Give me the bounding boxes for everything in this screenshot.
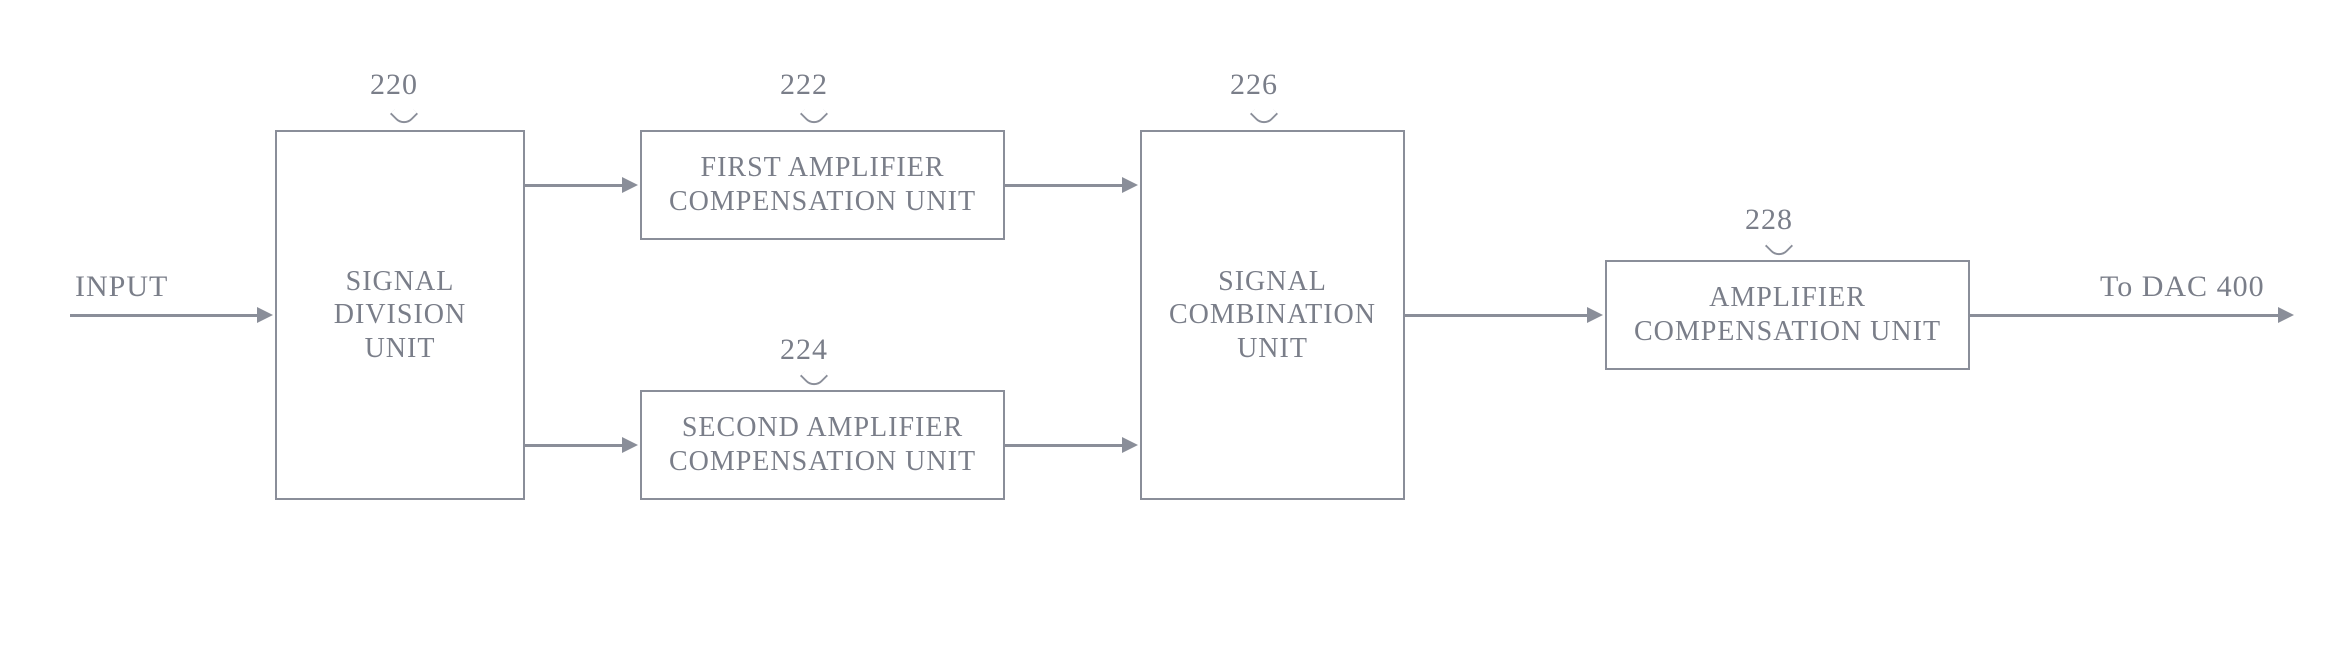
- block-text-line: UNIT: [1237, 332, 1308, 366]
- arrow-head: [2278, 307, 2294, 323]
- block-text-line: AMPLIFIER: [1709, 281, 1866, 315]
- amp-comp-block: AMPLIFIER COMPENSATION UNIT: [1605, 260, 1970, 370]
- block-text-line: FIRST AMPLIFIER: [701, 151, 945, 185]
- block-text-line: COMBINATION: [1169, 298, 1376, 332]
- signal-division-block: SIGNAL DIVISION UNIT: [275, 130, 525, 500]
- arrow-head: [622, 437, 638, 453]
- ref-224: 224: [780, 333, 828, 367]
- block-text-line: COMPENSATION UNIT: [1634, 315, 1941, 349]
- ref-220: 220: [370, 68, 418, 102]
- block-text-line: SECOND AMPLIFIER: [682, 411, 963, 445]
- block-text-line: SIGNAL: [1218, 265, 1327, 299]
- block-text-line: COMPENSATION UNIT: [669, 445, 976, 479]
- first-amp-block: FIRST AMPLIFIER COMPENSATION UNIT: [640, 130, 1005, 240]
- arrow-head: [622, 177, 638, 193]
- block-text-line: SIGNAL: [346, 265, 455, 299]
- output-label: To DAC 400: [2100, 270, 2265, 304]
- arrow-second-comb: [1005, 444, 1124, 447]
- ref-226: 226: [1230, 68, 1278, 102]
- ref-228: 228: [1745, 203, 1793, 237]
- arrow-division-first: [525, 184, 624, 187]
- arrow-head: [1122, 437, 1138, 453]
- ref-tick: [800, 100, 828, 128]
- block-text-line: DIVISION: [334, 298, 466, 332]
- signal-combination-block: SIGNAL COMBINATION UNIT: [1140, 130, 1405, 500]
- arrow-first-comb: [1005, 184, 1124, 187]
- arrow-head: [1122, 177, 1138, 193]
- ref-222: 222: [780, 68, 828, 102]
- block-text-line: COMPENSATION UNIT: [669, 185, 976, 219]
- arrow-comb-amp: [1405, 314, 1589, 317]
- arrow-input-division: [70, 314, 259, 317]
- second-amp-block: SECOND AMPLIFIER COMPENSATION UNIT: [640, 390, 1005, 500]
- arrow-head: [257, 307, 273, 323]
- arrow-amp-out: [1970, 314, 2280, 317]
- ref-tick: [1250, 100, 1278, 128]
- arrow-head: [1587, 307, 1603, 323]
- ref-tick: [390, 100, 418, 128]
- arrow-division-second: [525, 444, 624, 447]
- input-label: INPUT: [75, 270, 168, 304]
- block-text-line: UNIT: [365, 332, 436, 366]
